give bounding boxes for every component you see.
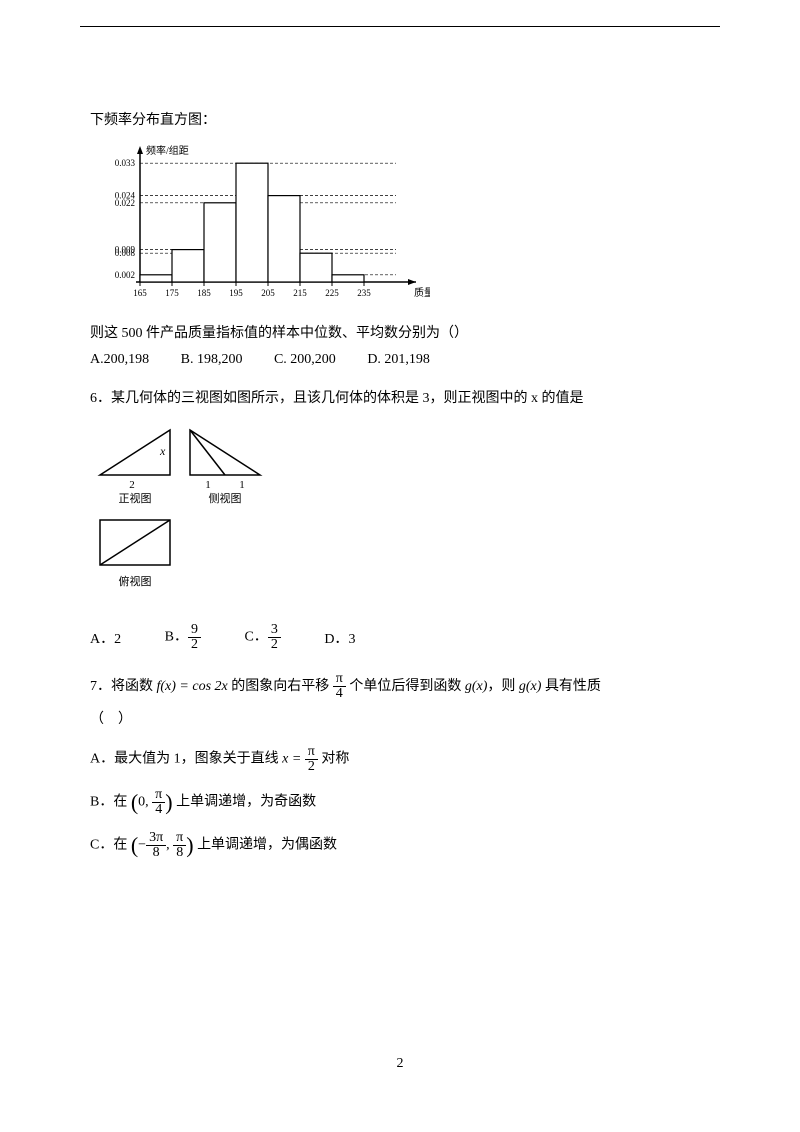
svg-text:165: 165 (133, 288, 147, 298)
q7-c-label: C．在 (90, 838, 131, 853)
svg-text:225: 225 (325, 288, 339, 298)
q7-b-num: π (152, 788, 165, 803)
svg-text:0.009: 0.009 (115, 245, 136, 255)
intro-line: 下频率分布直方图： (90, 110, 720, 132)
q7-mid1: 的图象向右平移 (228, 679, 333, 694)
histogram-svg: 0.0020.0080.0090.0220.0240.0331651751851… (90, 142, 430, 312)
page-content: 下频率分布直方图： 0.0020.0080.0090.0220.0240.033… (90, 110, 720, 860)
q7-mid2: 个单位后得到函数 (346, 679, 465, 694)
svg-text:1: 1 (205, 479, 211, 491)
svg-text:175: 175 (165, 288, 179, 298)
q7-b-den: 4 (152, 803, 165, 817)
q6-d-val: 3 (348, 632, 355, 647)
q6-a-label: A． (90, 632, 114, 647)
page-number: 2 (0, 1056, 800, 1072)
q6-a-val: 2 (114, 632, 121, 647)
q6-b-den: 2 (188, 638, 201, 652)
q6-opt-d: D．3 (324, 628, 355, 648)
svg-text:0.002: 0.002 (115, 270, 135, 280)
q7-c-rparen: ) (186, 833, 193, 858)
q5-opt-c: C. 200,200 (274, 352, 336, 367)
q7-prefix: 7．将函数 (90, 679, 157, 694)
svg-text:侧视图: 侧视图 (209, 491, 242, 505)
svg-text:1: 1 (239, 479, 245, 491)
svg-text:x: x (159, 444, 166, 458)
page-top-rule (80, 26, 720, 27)
svg-text:频率/组距: 频率/组距 (146, 144, 189, 157)
q7-b-label: B．在 (90, 795, 131, 810)
svg-text:235: 235 (357, 288, 371, 298)
q7-c-num1: 3π (146, 831, 166, 846)
svg-text:195: 195 (229, 288, 243, 298)
q7-opt-c: C．在 (−3π8, π8) 上单调递增，为偶函数 (90, 831, 720, 860)
q6-three-views: x 2正视图 1 1侧视图俯视图 (90, 420, 720, 605)
q7-c-num2: π (173, 831, 186, 846)
q7-c-tail: 上单调递增，为偶函数 (194, 838, 338, 853)
svg-text:2: 2 (129, 479, 135, 491)
q7-gx2: g(x) (519, 679, 542, 694)
q7-gx: g(x) (465, 679, 488, 694)
q7-mid3: ，则 (487, 679, 519, 694)
q7-c-den2: 8 (173, 846, 186, 860)
q6-c-den: 2 (268, 638, 281, 652)
svg-text:0.033: 0.033 (115, 159, 136, 169)
q6-opt-b: B．92 (165, 623, 201, 652)
q7-b-lo: 0, (138, 795, 152, 810)
q7-suffix: 具有性质 (541, 679, 601, 694)
svg-text:俯视图: 俯视图 (119, 574, 152, 588)
svg-text:185: 185 (197, 288, 211, 298)
q7-a-den: 2 (305, 760, 318, 774)
histogram-chart: 0.0020.0080.0090.0220.0240.0331651751851… (90, 142, 720, 317)
q6-options: A．2 B．92 C．32 D．3 (90, 623, 720, 652)
q5-stem: 则这 500 件产品质量指标值的样本中位数、平均数分别为（） (90, 323, 720, 345)
q7-opt-b: B．在 (0, π4) 上单调递增，为奇函数 (90, 788, 720, 817)
q5-opt-d: D. 201,198 (367, 352, 430, 367)
q7-shift-den: 4 (333, 687, 346, 701)
q7-opt-a: A．最大值为 1，图象关于直线 x = π2 对称 (90, 745, 720, 774)
q6-d-label: D． (324, 632, 348, 647)
q7-c-minus: − (138, 838, 146, 853)
q7-blank: （ ） (90, 709, 720, 731)
q7-a-num: π (305, 745, 318, 760)
q7-shift-num: π (333, 672, 346, 687)
q6-c-num: 3 (268, 623, 281, 638)
q7-b-rparen: ) (165, 790, 172, 815)
q6-stem: 6．某几何体的三视图如图所示，且该几何体的体积是 3，则正视图中的 x 的值是 (90, 388, 720, 410)
q7-c-comma: , (166, 838, 173, 853)
q6-c-label: C． (244, 630, 267, 645)
three-views-svg: x 2正视图 1 1侧视图俯视图 (90, 420, 290, 600)
svg-text:215: 215 (293, 288, 307, 298)
q6-b-num: 9 (188, 623, 201, 638)
q7-a-eq: x = (282, 752, 305, 767)
q6-opt-a: A．2 (90, 628, 121, 648)
q7-b-tail: 上单调递增，为奇函数 (173, 795, 317, 810)
q7-stem: 7．将函数 f(x) = cos 2x 的图象向右平移 π4 个单位后得到函数 … (90, 672, 720, 703)
q6-opt-c: C．32 (244, 623, 280, 652)
q5-options: A.200,198 B. 198,200 C. 200,200 D. 201,1… (90, 352, 720, 368)
svg-text:正视图: 正视图 (119, 491, 152, 505)
q7-a-label: A．最大值为 1，图象关于直线 (90, 752, 282, 767)
q7-c-den1: 8 (146, 846, 166, 860)
q5-opt-a: A.200,198 (90, 352, 149, 367)
svg-text:205: 205 (261, 288, 275, 298)
q7-a-tail: 对称 (318, 752, 350, 767)
svg-text:质量指标值: 质量指标值 (414, 286, 430, 299)
q6-b-label: B． (165, 630, 188, 645)
q5-opt-b: B. 198,200 (181, 352, 243, 367)
q6-stem-text: 6．某几何体的三视图如图所示，且该几何体的体积是 3，则正视图中的 x 的值是 (90, 391, 584, 406)
q7-fx: f(x) = cos 2x (157, 679, 228, 694)
svg-text:0.024: 0.024 (115, 191, 136, 201)
